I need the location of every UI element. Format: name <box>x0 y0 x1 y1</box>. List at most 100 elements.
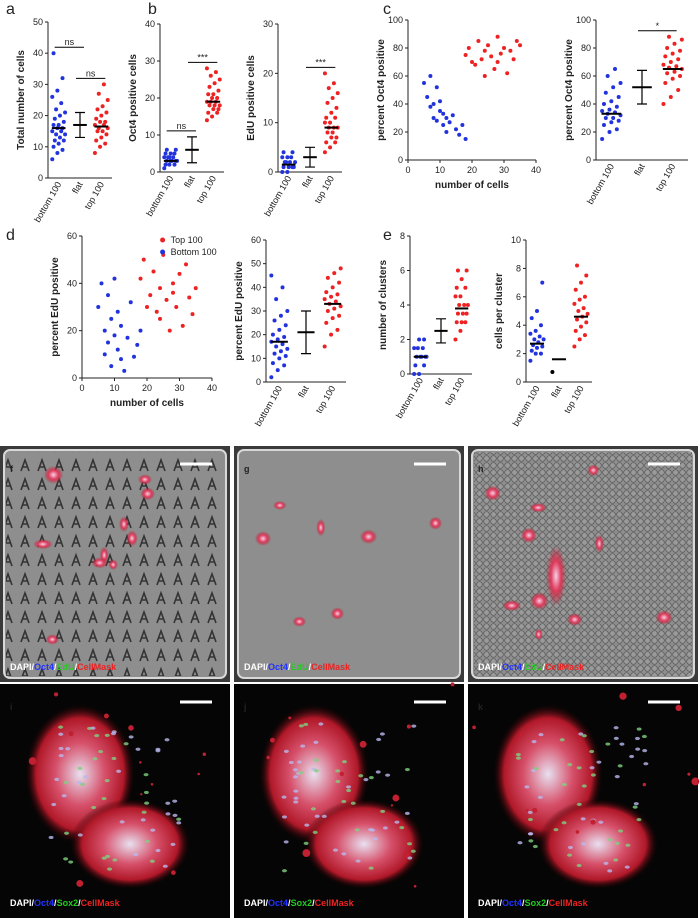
stain-part: / <box>500 662 503 672</box>
y-tick-label: 20 <box>145 93 155 103</box>
nucleus <box>376 737 382 742</box>
nucleus <box>517 841 523 845</box>
data-point <box>572 344 577 349</box>
data-point <box>163 162 168 167</box>
stain-part: / <box>309 662 312 672</box>
stain-part: / <box>54 662 57 672</box>
nucleus <box>411 724 417 728</box>
data-point <box>337 280 342 285</box>
cell <box>502 600 522 611</box>
nucleus <box>531 740 537 744</box>
data-point <box>420 346 425 351</box>
data-point <box>441 111 446 116</box>
nucleus <box>590 773 596 777</box>
data-point <box>213 70 218 75</box>
data-point <box>138 328 143 333</box>
data-point <box>335 292 340 297</box>
data-point <box>132 354 136 359</box>
data-point <box>540 344 545 349</box>
data-point <box>486 43 490 48</box>
nucleus <box>515 756 521 760</box>
nucleus <box>515 752 521 757</box>
cell <box>428 516 443 530</box>
data-point <box>98 144 103 149</box>
y-tick-label: 40 <box>581 99 591 109</box>
nucleus <box>90 726 96 730</box>
data-point <box>454 127 458 132</box>
nucleus <box>527 810 533 815</box>
debris <box>202 752 207 757</box>
data-point <box>609 99 614 104</box>
panel-letter: e <box>383 227 392 244</box>
data-point <box>283 323 288 328</box>
data-point <box>269 375 274 380</box>
data-point <box>614 127 619 132</box>
debris <box>68 730 74 737</box>
nucleus <box>283 749 289 754</box>
nucleus <box>303 722 309 727</box>
data-point <box>482 74 487 78</box>
data-point <box>533 328 538 333</box>
nucleus <box>341 799 347 804</box>
nucleus <box>605 742 611 746</box>
data-point <box>444 130 449 134</box>
data-point <box>618 81 623 85</box>
legend-label: Bottom 100 <box>171 247 217 257</box>
data-point <box>329 294 334 299</box>
y-tick-label: 20 <box>251 330 261 340</box>
x-tick-label: flat <box>431 376 446 392</box>
data-point <box>61 119 66 124</box>
x-tick-label: flat <box>300 174 315 190</box>
nucleus <box>98 749 104 754</box>
data-point <box>145 305 149 309</box>
data-point <box>206 110 211 115</box>
x-tick-label: 10 <box>109 383 119 393</box>
y-axis-label: percent EdU positive <box>234 261 245 361</box>
data-point <box>572 301 577 306</box>
data-point <box>207 103 212 108</box>
y-tick-label: 2 <box>516 349 521 359</box>
data-point <box>462 303 467 307</box>
data-point <box>281 165 286 170</box>
stain-part: Oct4 <box>502 662 522 672</box>
y-tick-label: 8 <box>516 263 521 273</box>
nucleus <box>304 823 310 827</box>
data-point <box>613 67 618 71</box>
nucleus <box>144 801 150 805</box>
nucleus <box>107 867 113 871</box>
nucleus <box>375 770 381 774</box>
cell <box>567 613 583 626</box>
data-point <box>109 316 114 321</box>
data-point <box>280 342 285 347</box>
stain-part: DAPI <box>244 662 266 672</box>
data-point <box>455 268 460 273</box>
data-point <box>104 110 109 115</box>
data-point <box>322 150 327 155</box>
data-point <box>663 81 668 85</box>
nucleus <box>101 797 107 801</box>
debris <box>675 704 682 712</box>
data-point <box>164 297 169 302</box>
data-point <box>453 337 458 342</box>
stain-part: DAPI <box>10 898 32 908</box>
debris <box>150 782 154 786</box>
stain-part: / <box>54 898 57 908</box>
data-point <box>61 138 66 143</box>
nucleus <box>613 858 619 862</box>
data-point <box>668 60 673 64</box>
nucleus <box>407 842 413 846</box>
nucleus <box>636 727 642 731</box>
data-point <box>122 368 127 373</box>
data-point <box>212 103 217 108</box>
error-bar-path <box>436 318 446 344</box>
nucleus <box>618 829 624 833</box>
debris <box>139 761 142 764</box>
nucleus <box>641 734 647 739</box>
nucleus <box>58 732 64 736</box>
data-point <box>502 46 506 50</box>
data-point <box>333 115 338 120</box>
nucleus <box>404 767 410 772</box>
y-axis-label: percent Oct4 positive <box>564 39 575 141</box>
data-point <box>324 290 329 295</box>
stain-part: DAPI <box>478 898 500 908</box>
